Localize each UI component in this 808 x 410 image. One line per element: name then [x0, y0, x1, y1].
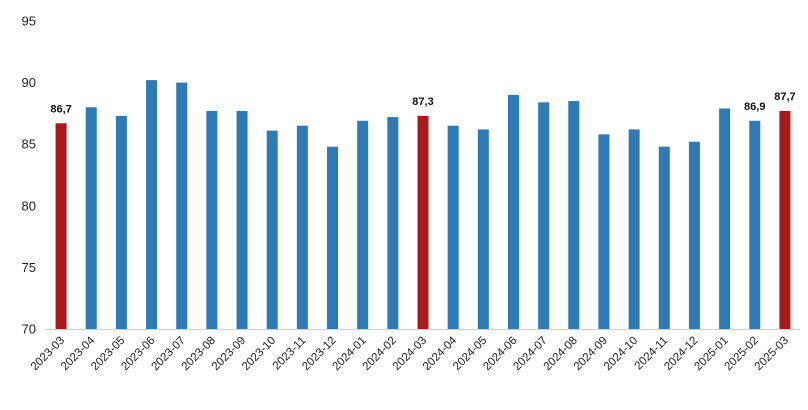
y-tick-label: 70 — [22, 322, 36, 337]
data-labels: 86,7 87,3 86,9 87,7 — [50, 91, 795, 115]
bar-2023-07 — [176, 82, 188, 329]
bar-2024-04 — [447, 125, 459, 329]
bar-2024-01 — [357, 120, 369, 329]
y-tick-label: 90 — [22, 75, 36, 90]
bar-2023-11 — [296, 125, 308, 329]
bar-2024-02 — [387, 117, 399, 329]
bar-2025-02 — [749, 120, 761, 329]
bar-2023-10 — [266, 130, 278, 329]
bar-2024-10 — [628, 129, 640, 329]
bar-2024-05 — [477, 129, 489, 329]
bar-2025-03 — [779, 110, 791, 329]
bar-2023-06 — [146, 80, 158, 329]
y-tick-label: 80 — [22, 198, 36, 213]
data-label-2025-02: 86,9 — [744, 101, 765, 113]
bar-2023-08 — [206, 110, 218, 329]
y-axis: 70 75 80 85 90 95 — [22, 14, 36, 337]
bar-series — [55, 80, 791, 330]
data-label-2024-03: 87,3 — [412, 96, 433, 108]
x-tick-label: 2023-10 — [240, 335, 278, 373]
bar-2023-12 — [327, 146, 339, 329]
data-label-2023-03: 86,7 — [50, 103, 71, 115]
bar-2024-11 — [658, 146, 670, 329]
bar-2024-03 — [417, 115, 429, 329]
bar-2023-05 — [115, 115, 127, 329]
x-axis: 2023-032023-042023-052023-062023-072023-… — [29, 334, 791, 373]
bar-2024-06 — [507, 94, 519, 329]
y-tick-label: 95 — [22, 14, 36, 29]
data-label-2025-03: 87,7 — [774, 91, 795, 103]
bar-2023-04 — [85, 107, 97, 330]
bar-2024-07 — [538, 102, 550, 329]
x-tick-label: 2024-10 — [602, 335, 640, 373]
bar-2023-03 — [55, 123, 67, 329]
x-tick-label: 2025-03 — [753, 335, 791, 373]
y-tick-label: 85 — [22, 137, 36, 152]
bar-2024-09 — [598, 134, 610, 329]
bar-2023-09 — [236, 110, 248, 329]
bar-2024-12 — [688, 141, 700, 329]
bar-2024-08 — [568, 101, 580, 329]
y-tick-label: 75 — [22, 260, 36, 275]
bar-2025-01 — [719, 108, 731, 329]
